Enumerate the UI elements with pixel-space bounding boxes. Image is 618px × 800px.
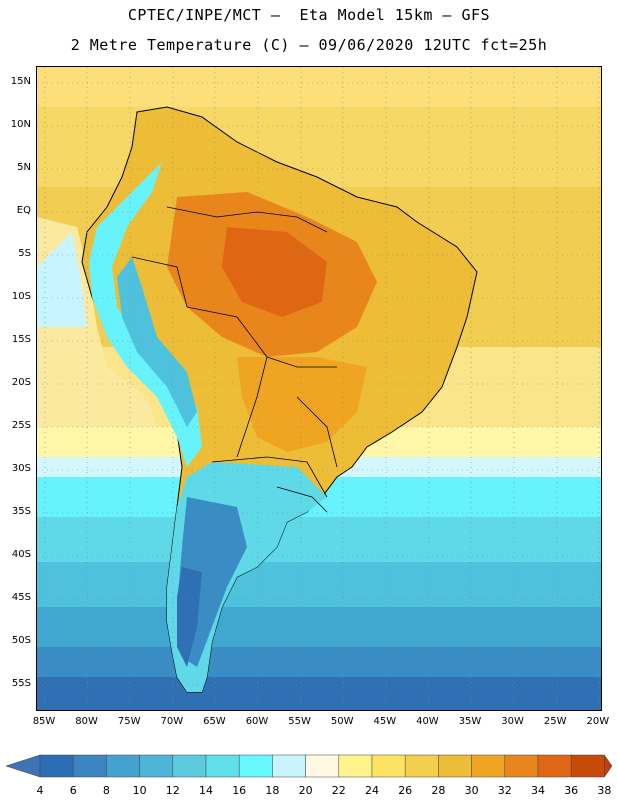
colorbar-label: 20 xyxy=(298,784,313,797)
lat-label: 10N xyxy=(10,119,31,130)
colorbar-label: 14 xyxy=(199,784,213,797)
colorbar-swatch xyxy=(139,754,174,778)
lon-label: 35W xyxy=(458,716,482,727)
colorbar-swatch xyxy=(371,754,406,778)
colorbar-label: 16 xyxy=(232,784,247,797)
colorbar-label: 24 xyxy=(365,784,379,797)
lon-label: 70W xyxy=(160,716,184,727)
lon-label: 40W xyxy=(416,716,439,727)
colorbar-label: 28 xyxy=(431,784,446,797)
colorbar-swatch xyxy=(404,754,439,778)
temperature-map[interactable] xyxy=(36,66,602,711)
colorbar-swatch xyxy=(272,754,306,778)
lat-label: 20S xyxy=(11,377,31,388)
colorbar-swatch xyxy=(570,754,605,778)
colorbar-label: 26 xyxy=(398,784,413,797)
pacific-cold-tongue xyxy=(37,232,87,327)
colorbar-swatch xyxy=(438,754,472,778)
colorbar-label: 38 xyxy=(597,784,612,797)
ocean-band-14 xyxy=(37,517,601,562)
colorbar-label: 4 xyxy=(36,784,44,797)
colorbar-swatch xyxy=(238,754,273,778)
lat-label: 50S xyxy=(11,635,31,646)
colorbar-swatch xyxy=(305,754,340,778)
colorbar-swatches xyxy=(5,754,613,778)
country-borders xyxy=(131,206,338,513)
ocean-band-6 xyxy=(37,677,601,710)
lat-label: 30S xyxy=(11,463,31,474)
colorbar-label: 12 xyxy=(165,784,180,797)
colorbar-swatch xyxy=(205,754,240,778)
colorbar-swatch xyxy=(471,754,506,778)
colorbar-label: 22 xyxy=(331,784,346,797)
lon-label: 50W xyxy=(330,716,354,727)
lat-label: 35S xyxy=(11,506,31,517)
lat-label: 40S xyxy=(11,549,31,560)
andes-southern-cold xyxy=(177,567,202,667)
colorbar-label: 34 xyxy=(531,784,545,797)
map-title-line-2: 2 Metre Temperature (C) – 09/06/2020 12U… xyxy=(70,36,548,54)
lon-label: 30W xyxy=(501,716,524,727)
ocean-band-10 xyxy=(37,607,601,647)
lat-label: 55S xyxy=(11,678,31,689)
colorbar-swatch xyxy=(504,754,539,778)
colorbar-label: 18 xyxy=(265,784,280,797)
lon-label: 80W xyxy=(75,716,98,727)
lat-label: EQ xyxy=(16,205,31,216)
andes-high-cold xyxy=(117,257,197,427)
colorbar-label: 10 xyxy=(132,784,147,797)
lat-label: 5S xyxy=(18,248,31,259)
lon-label: 75W xyxy=(117,716,141,727)
colorbar-swatch xyxy=(338,754,373,778)
colorbar-low-arrow xyxy=(5,754,41,778)
colorbar xyxy=(0,750,618,800)
colorbar-label: 8 xyxy=(102,784,110,797)
colorbar-label: 30 xyxy=(464,784,479,797)
colorbar-swatch xyxy=(172,754,207,778)
lat-label: 5N xyxy=(17,162,31,173)
colorbar-swatch xyxy=(72,754,107,778)
lat-label: 15N xyxy=(10,76,31,87)
lon-label: 85W xyxy=(32,716,56,727)
lon-label: 20W xyxy=(586,716,610,727)
lat-label: 10S xyxy=(11,291,31,302)
central-brazil-warm xyxy=(237,357,367,452)
lon-label: 60W xyxy=(245,716,269,727)
ocean-north-band xyxy=(37,67,601,107)
colorbar-swatch xyxy=(39,754,74,778)
lat-label: 15S xyxy=(11,334,31,345)
amazon-hot-core xyxy=(222,227,327,317)
colorbar-label: 36 xyxy=(564,784,579,797)
ocean-band-8 xyxy=(37,647,601,677)
lon-label: 65W xyxy=(203,716,226,727)
lon-label: 25W xyxy=(543,716,567,727)
colorbar-swatch xyxy=(537,754,572,778)
colorbar-label: 32 xyxy=(497,784,512,797)
colorbar-high-arrow xyxy=(604,754,613,778)
map-title-line-1: CPTEC/INPE/MCT – Eta Model 15km – GFS xyxy=(127,6,491,24)
colorbar-label: 6 xyxy=(69,784,77,797)
lon-label: 55W xyxy=(288,716,311,727)
colorbar-swatch xyxy=(106,754,140,778)
ocean-band-12 xyxy=(37,562,601,607)
lon-label: 45W xyxy=(373,716,397,727)
lat-label: 25S xyxy=(11,420,31,431)
lat-label: 45S xyxy=(11,592,31,603)
